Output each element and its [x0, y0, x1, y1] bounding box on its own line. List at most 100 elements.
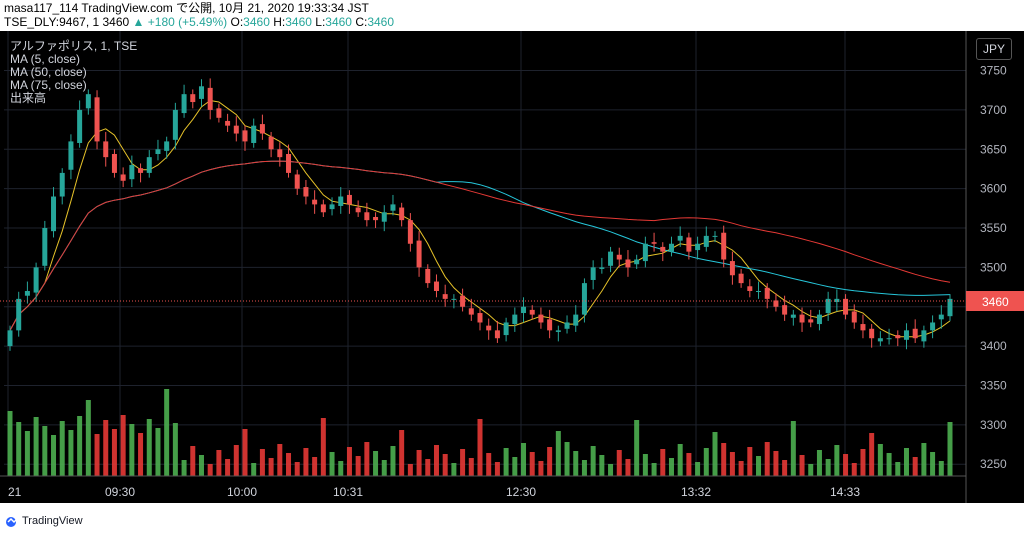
- price-chart[interactable]: 3250330033503400345035003550360036503700…: [0, 31, 1024, 503]
- candle-body: [695, 243, 701, 251]
- candle-body: [773, 300, 779, 307]
- volume-bar: [355, 456, 361, 476]
- candle-body: [860, 324, 866, 331]
- volume-bar: [390, 446, 396, 476]
- volume-bar: [547, 447, 553, 476]
- legend-ma75[interactable]: MA (75, close): [10, 78, 87, 92]
- candle-body: [712, 235, 718, 237]
- volume-bar: [155, 428, 161, 476]
- y-tick-label: 3350: [980, 378, 1007, 392]
- volume-bar: [103, 420, 109, 476]
- candle-body: [764, 287, 770, 299]
- candle-body: [547, 319, 553, 331]
- volume-bar: [912, 457, 918, 476]
- volume-bar: [877, 444, 883, 476]
- candle-body: [503, 322, 509, 336]
- candle-body: [51, 196, 57, 232]
- x-tick-label: 12:30: [506, 485, 536, 499]
- brand-text[interactable]: TradingView: [22, 515, 83, 527]
- volume-bar: [425, 459, 431, 476]
- volume-bar: [460, 449, 466, 476]
- candle-body: [903, 330, 909, 340]
- candle-body: [634, 259, 640, 265]
- candle-body: [947, 298, 953, 317]
- last-price-badge: [966, 291, 1024, 311]
- candle-body: [816, 314, 822, 325]
- candle-body: [85, 94, 91, 109]
- volume-bar: [747, 447, 753, 476]
- legend-symbol[interactable]: アルファポリス, 1, TSE: [10, 39, 138, 53]
- candle-body: [320, 204, 326, 213]
- candle-body: [642, 243, 648, 262]
- tradingview-logo-icon: [6, 517, 18, 527]
- volume-bar: [77, 416, 83, 476]
- last-price-text: 3460: [982, 295, 1009, 309]
- volume-bar: [399, 430, 405, 476]
- candle-body: [834, 298, 840, 303]
- volume-bar: [33, 417, 39, 476]
- candle-body: [7, 330, 13, 347]
- volume-bar: [164, 389, 170, 476]
- high-value: 3460: [285, 15, 312, 29]
- volume-bar: [608, 464, 614, 476]
- candle-body: [555, 330, 561, 332]
- volume-bar: [712, 432, 718, 476]
- volume-bar: [538, 461, 544, 476]
- volume-bar: [16, 422, 22, 476]
- candle-body: [338, 196, 344, 206]
- volume-bar: [703, 448, 709, 476]
- volume-bar: [947, 422, 953, 476]
- legend-ma5[interactable]: MA (5, close): [10, 52, 81, 66]
- candle-body: [721, 232, 727, 260]
- volume-bar: [138, 433, 144, 476]
- legend-ma50[interactable]: MA (50, close): [10, 65, 87, 79]
- volume-bar: [320, 418, 326, 476]
- candle-body: [216, 108, 222, 118]
- candle-body: [590, 267, 596, 280]
- volume-bar: [433, 445, 439, 476]
- candle-body: [886, 338, 892, 340]
- volume-bar: [668, 458, 674, 476]
- candle-body: [512, 314, 518, 325]
- volume-bar: [329, 452, 335, 476]
- volume-bar: [364, 442, 370, 476]
- currency-button[interactable]: JPY: [976, 38, 1012, 60]
- candle-body: [782, 305, 788, 315]
- chart-area[interactable]: 3250330033503400345035003550360036503700…: [0, 31, 1024, 503]
- candle-body: [808, 319, 814, 323]
- candle-body: [930, 322, 936, 331]
- candle-body: [198, 86, 204, 99]
- y-tick-label: 3750: [980, 64, 1007, 78]
- volume-bar: [564, 442, 570, 476]
- volume-bar: [251, 463, 257, 476]
- volume-bar: [625, 459, 631, 476]
- close-value: 3460: [367, 15, 395, 29]
- grid-lines: [4, 31, 966, 476]
- volume-bar: [729, 452, 735, 476]
- volume-bar: [451, 463, 457, 476]
- candle-body: [486, 325, 492, 331]
- candle-body: [242, 130, 248, 142]
- volume-bar: [216, 450, 222, 476]
- candle-body: [921, 330, 927, 342]
- volume-bar: [225, 459, 231, 476]
- candle-body: [529, 309, 535, 315]
- y-tick-label: 3500: [980, 260, 1007, 274]
- volume-bar: [764, 442, 770, 476]
- x-tick-label: 10:00: [227, 485, 257, 499]
- candle-body: [42, 228, 48, 266]
- volume-bar: [129, 424, 135, 476]
- volume-bars: [7, 389, 953, 476]
- volume-bar: [616, 450, 622, 476]
- legend-volume[interactable]: 出来高: [10, 91, 47, 105]
- candle-body: [651, 242, 657, 244]
- volume-bar: [85, 400, 91, 476]
- y-tick-label: 3600: [980, 182, 1007, 196]
- volume-bar: [930, 452, 936, 476]
- y-tick-label: 3700: [980, 103, 1007, 117]
- candle-body: [181, 94, 187, 114]
- candle-body: [747, 286, 753, 291]
- volume-bar: [7, 411, 13, 476]
- volume-bar: [895, 462, 901, 476]
- candle-body: [494, 330, 500, 339]
